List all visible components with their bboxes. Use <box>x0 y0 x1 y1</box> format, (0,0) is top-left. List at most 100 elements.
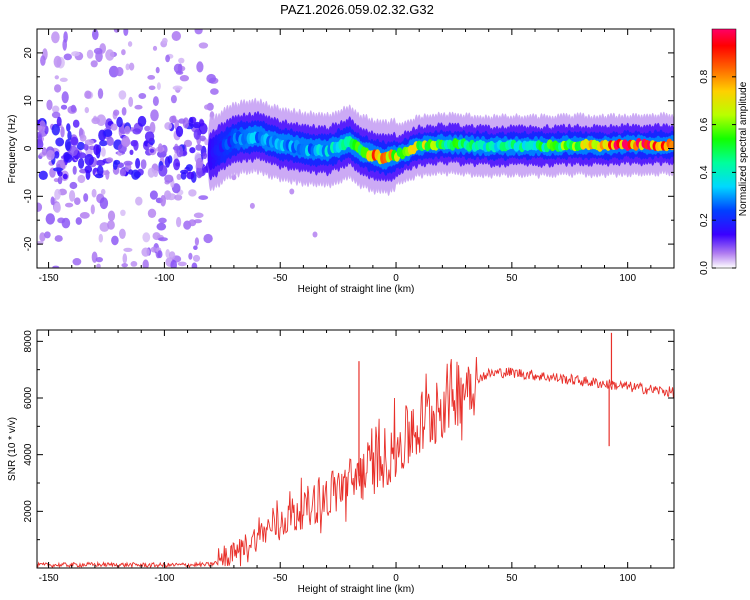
noise-blob <box>180 169 189 175</box>
noise-blob <box>55 137 65 147</box>
noise-blob <box>39 232 46 242</box>
noise-blob <box>113 159 121 165</box>
noise-blob <box>71 51 80 57</box>
x-tick-label: 0 <box>393 573 399 584</box>
noise-blob <box>37 134 43 146</box>
noise-blob <box>122 253 128 264</box>
noise-blob <box>161 37 168 45</box>
noise-blob <box>193 245 198 250</box>
noise-blob <box>123 160 133 166</box>
snr-line <box>37 356 674 568</box>
noise-blob <box>186 171 195 180</box>
noise-blob <box>170 94 177 104</box>
noise-blob <box>52 105 60 113</box>
noise-blob <box>147 75 156 80</box>
noise-blob <box>72 165 77 175</box>
noise-blob <box>130 261 138 267</box>
noise-blob <box>70 104 77 113</box>
noise-blob <box>195 157 204 169</box>
noise-blob <box>202 152 208 160</box>
noise-blob <box>178 57 185 64</box>
x-tick-label: -50 <box>273 273 288 284</box>
noise-blob <box>157 250 163 259</box>
noise-blob <box>115 66 124 77</box>
noise-blob <box>100 188 106 195</box>
noise-blob <box>152 45 158 51</box>
noise-blob <box>194 29 203 35</box>
noise-blob <box>96 263 101 268</box>
noise-blob <box>127 41 133 47</box>
noise-blob <box>84 139 95 146</box>
noise-blob <box>54 151 60 159</box>
noise-blob <box>52 265 60 268</box>
colorbar: 0.0 0.2 0.4 0.6 0.8 Normalized spectral ampl… <box>699 28 749 275</box>
noise-blob <box>312 231 318 238</box>
x-tick-label: -50 <box>273 573 288 584</box>
noise-blob <box>101 147 106 157</box>
noise-blob <box>61 91 69 104</box>
colorbar-gradient <box>711 28 737 269</box>
noise-blob <box>37 202 43 212</box>
ridge-mark <box>669 140 674 151</box>
noise-blob <box>75 217 83 225</box>
noise-blob <box>95 50 103 63</box>
snr-panel: -150 -100 -50 0 50 100 2000 4000 6000 8000 Height… <box>7 329 675 595</box>
noise-blob <box>60 104 68 110</box>
noise-blob <box>118 90 127 100</box>
noise-blob <box>78 152 87 159</box>
noise-blob <box>84 107 90 114</box>
noise-blob <box>179 75 189 82</box>
x-tick-label: -100 <box>154 273 174 284</box>
noise-blob <box>103 129 113 138</box>
noise-blob <box>113 29 120 33</box>
noise-blob <box>158 165 168 177</box>
noise-blob <box>44 231 51 239</box>
noise-blob <box>40 55 46 66</box>
snr-xlabel: Height of straight line (km) <box>298 584 415 595</box>
noise-blob <box>149 190 158 200</box>
noise-blob <box>125 63 130 71</box>
noise-blob <box>123 247 133 252</box>
noise-blob <box>53 167 63 172</box>
noise-blob <box>91 188 97 198</box>
noise-blob <box>106 136 114 146</box>
spectrogram-xlabel: Height of straight line (km) <box>298 284 415 295</box>
noise-blob <box>69 190 76 202</box>
spectrogram-ylabel: Frequency (Hz) <box>7 115 18 184</box>
noise-blob <box>51 31 60 44</box>
noise-blob <box>121 49 126 56</box>
noise-blob <box>198 122 208 135</box>
noise-blob <box>57 176 63 185</box>
noise-blob <box>64 153 73 163</box>
noise-blob <box>84 90 92 99</box>
noise-blob <box>92 29 99 41</box>
noise-blob <box>37 125 43 131</box>
noise-blob <box>119 228 126 239</box>
noise-blob <box>147 167 155 178</box>
noise-blob <box>84 154 94 166</box>
noise-blob <box>150 109 159 122</box>
noise-blob <box>110 123 118 131</box>
noise-blob <box>45 213 55 225</box>
noise-blob <box>188 219 197 227</box>
noise-blob <box>83 193 89 202</box>
y-tick-label: 6000 <box>23 386 34 409</box>
noise-blob <box>173 63 183 74</box>
noise-blob <box>107 220 115 230</box>
noise-blob <box>249 202 255 209</box>
noise-blob <box>165 54 171 63</box>
noise-blob <box>158 237 168 242</box>
noise-blob <box>83 143 89 151</box>
noise-blob <box>107 210 116 222</box>
noise-blob <box>97 88 104 99</box>
noise-blob <box>63 31 68 43</box>
x-tick-label: 0 <box>393 273 399 284</box>
noise-blob <box>178 118 186 124</box>
colorbar-ticks: 0.0 0.2 0.4 0.6 0.8 <box>699 69 736 275</box>
noise-blob <box>133 171 141 179</box>
noise-blob <box>176 145 184 158</box>
noise-blob <box>144 125 151 132</box>
y-tick-label: 8000 <box>23 330 34 353</box>
noise-blob <box>150 246 157 253</box>
